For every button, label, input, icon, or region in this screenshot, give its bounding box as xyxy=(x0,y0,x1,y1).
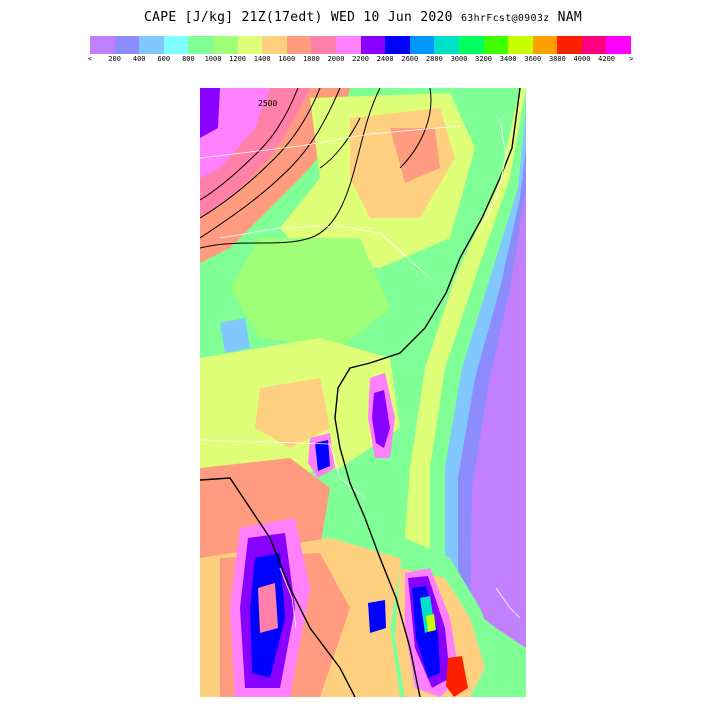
barrier-islands xyxy=(279,117,521,629)
ga-yellow-region xyxy=(255,378,330,448)
legend-swatch xyxy=(188,36,213,54)
mountain-purple-cell xyxy=(200,88,220,138)
legend-tick-label: 2200 xyxy=(352,55,370,63)
offshore-red-core xyxy=(446,656,468,697)
legend-swatch xyxy=(90,36,115,54)
legend-swatch xyxy=(581,36,607,54)
legend-swatch xyxy=(212,36,238,54)
inland-blue-cell xyxy=(315,440,330,471)
legend-labels: <200 400 600 800 1000 1200 1400 1600 1800 2000 220… xyxy=(78,55,648,67)
legend-swatch xyxy=(335,36,361,54)
legend-swatch xyxy=(237,36,263,54)
legend-swatch xyxy=(606,36,632,54)
chart-title: CAPE [J/kg] 21Z(17edt) WED 10 Jun 2020 6… xyxy=(0,10,726,25)
legend-swatch xyxy=(360,36,386,54)
legend-swatch xyxy=(286,36,312,54)
legend-swatch xyxy=(139,36,164,54)
fl-pink-cell xyxy=(258,583,278,633)
legend-tick-label: 3800 xyxy=(548,55,566,63)
title-main: CAPE [J/kg] 21Z(17edt) WED 10 Jun 2020 xyxy=(144,10,453,25)
nc-salmon-cell xyxy=(390,128,440,183)
piedmont-cyan-cell xyxy=(220,318,250,353)
legend-tick-label: 1400 xyxy=(253,55,271,63)
ocean-region xyxy=(470,188,526,648)
legend-tick-label: 4200 xyxy=(598,55,616,63)
legend-swatch xyxy=(311,36,336,54)
legend-swatch xyxy=(385,36,410,54)
offshore-yellow-core xyxy=(426,614,436,632)
legend-swatch xyxy=(508,36,533,54)
coastline xyxy=(200,88,521,697)
legend-tick-label: 2400 xyxy=(376,55,394,63)
cape-map: 2500 xyxy=(200,88,526,697)
legend-tick-label: 1600 xyxy=(278,55,296,63)
legend-swatch xyxy=(458,36,484,54)
piedmont-green-region xyxy=(230,238,390,348)
legend-swatch xyxy=(114,36,140,54)
legend-less-marker: < xyxy=(87,55,93,63)
legend-swatch xyxy=(409,36,435,54)
legend-tick-label: 1200 xyxy=(229,55,247,63)
legend-tick-label: 3600 xyxy=(524,55,542,63)
legend-tick-label: 3400 xyxy=(499,55,517,63)
fl-west-blue-cell xyxy=(368,600,386,633)
title-forecast: 63hrFcst@0903z xyxy=(460,13,550,24)
legend-swatch xyxy=(262,36,287,54)
legend-tick-label: 2800 xyxy=(425,55,443,63)
legend-tick-label: 2000 xyxy=(327,55,345,63)
legend-tick-label: 3000 xyxy=(450,55,468,63)
legend-tick-label: 2600 xyxy=(401,55,419,63)
legend-tick-label: 4000 xyxy=(573,55,591,63)
legend-tick-label: 400 xyxy=(132,55,146,63)
legend-more-marker: > xyxy=(629,55,634,63)
coastal-blue-cell xyxy=(372,390,390,448)
legend-tick-label: 3200 xyxy=(475,55,493,63)
legend-tick-label: 800 xyxy=(182,55,195,63)
legend-tick-label: 1000 xyxy=(204,55,222,63)
legend-swatch xyxy=(557,36,582,54)
contour-label: 2500 xyxy=(258,99,277,108)
cape-contours xyxy=(200,88,432,249)
legend-swatch xyxy=(483,36,509,54)
color-legend xyxy=(90,36,632,54)
legend-swatch xyxy=(434,36,459,54)
title-model: NAM xyxy=(557,10,582,25)
legend-tick-label: 200 xyxy=(108,55,121,63)
state-boundaries xyxy=(200,125,461,499)
legend-tick-label: 600 xyxy=(157,55,171,63)
legend-swatch xyxy=(532,36,558,54)
legend-tick-label: 1800 xyxy=(302,55,320,63)
legend-swatch xyxy=(163,36,189,54)
